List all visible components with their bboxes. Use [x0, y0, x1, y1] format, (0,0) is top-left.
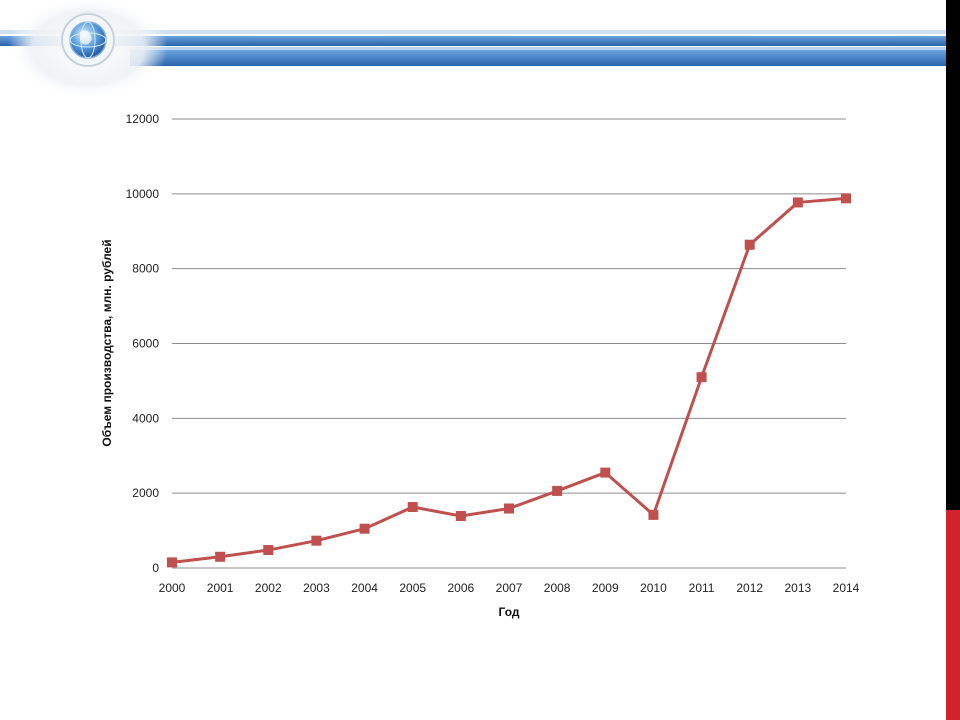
- x-tick-label: 2012: [736, 581, 763, 595]
- x-tick-label: 2000: [159, 581, 186, 595]
- data-point-2000: [167, 557, 177, 568]
- x-tick-label: 2013: [785, 581, 812, 595]
- y-tick-label: 8000: [132, 262, 159, 276]
- data-point-2002: [263, 545, 274, 556]
- y-axis-title: Объем производства, млн. рублей: [100, 239, 114, 446]
- data-point-2008: [552, 485, 563, 496]
- x-tick-label: 2007: [496, 581, 523, 595]
- data-point-2013: [792, 197, 803, 208]
- globe-icon: [69, 21, 107, 59]
- data-point-2007: [504, 503, 514, 514]
- y-tick-label: 10000: [126, 187, 160, 201]
- gridlines: [172, 118, 846, 494]
- data-point-2001: [215, 551, 226, 562]
- data-point-2014: [841, 193, 851, 204]
- data-point-2012: [744, 239, 755, 250]
- data-point-2004: [359, 523, 370, 534]
- data-point-2009: [600, 467, 611, 478]
- x-tick-label: 2009: [592, 581, 619, 595]
- x-tick-label: 2005: [399, 581, 426, 595]
- x-tick-label: 2001: [207, 581, 234, 595]
- sidebar-stripe-red: [946, 510, 960, 720]
- x-tick-label: 2002: [255, 581, 282, 595]
- x-axis-title: Год: [499, 605, 520, 619]
- header-banner: [0, 0, 946, 100]
- x-tick-labels: 2000 2001 2002 2003 2004 2005 2006 2007 2008 2009…: [159, 581, 860, 595]
- x-tick-label: 2003: [303, 581, 330, 595]
- sidebar-stripe-black: [946, 0, 960, 510]
- y-tick-label: 6000: [132, 337, 159, 351]
- data-point-2010: [648, 509, 659, 520]
- x-tick-label: 2011: [689, 581, 715, 595]
- x-tick-label: 2006: [448, 581, 475, 595]
- x-tick-label: 2014: [833, 581, 860, 595]
- y-tick-labels: 0 2000 4000 6000 8000 10000 12000: [126, 112, 160, 575]
- x-tick-label: 2010: [640, 581, 667, 595]
- series-line: [167, 193, 851, 568]
- data-point-2011: [696, 372, 707, 383]
- y-tick-label: 4000: [132, 411, 159, 425]
- y-tick-label: 12000: [126, 112, 160, 126]
- x-tick-label: 2004: [351, 581, 378, 595]
- y-tick-label: 2000: [132, 486, 159, 500]
- data-point-2006: [455, 510, 466, 521]
- x-tick-label: 2008: [544, 581, 571, 595]
- data-point-2003: [311, 535, 322, 546]
- data-point-2005: [407, 502, 418, 513]
- y-tick-label: 0: [152, 561, 159, 575]
